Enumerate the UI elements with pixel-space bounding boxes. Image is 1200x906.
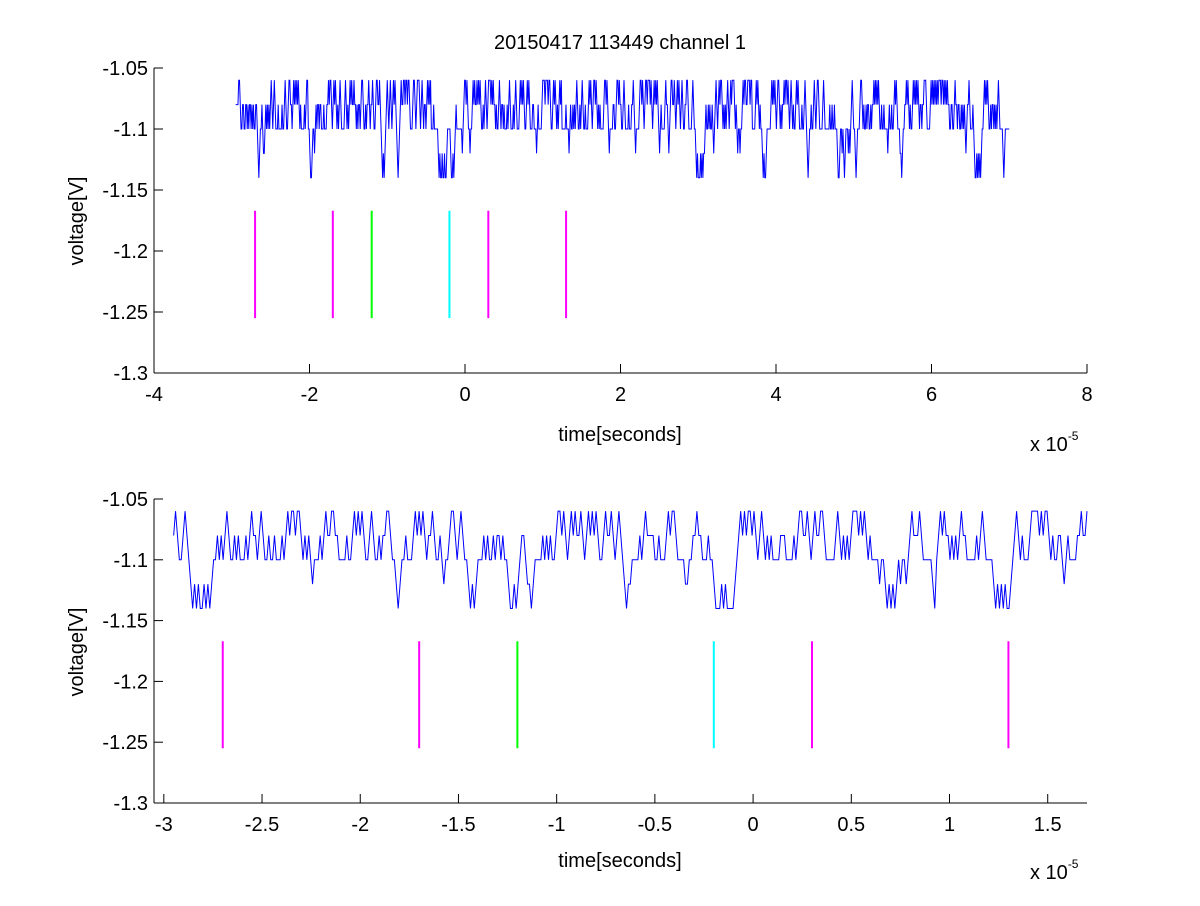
top-axes: -4 -2 0 2 4 6 8 -1.05 -1.1 -1.15 -1.2 -1.25 -1.3 <box>102 58 1092 406</box>
top-x-multiplier-exponent: -5 <box>1068 429 1079 443</box>
top-x-multiplier: x 10-5 <box>1030 429 1079 456</box>
top-x-tick-label: 2 <box>615 384 626 406</box>
top-x-multiplier-base: x 10 <box>1030 434 1068 456</box>
top-x-tick-label: -2 <box>301 384 319 406</box>
bottom-xlabel: time[seconds] <box>558 850 681 872</box>
bottom-y-tick-label: -1.05 <box>102 489 148 511</box>
bottom-y-tick-label: -1.2 <box>114 671 148 693</box>
bottom-x-multiplier-base: x 10 <box>1030 862 1068 884</box>
bottom-x-tick-label: 1.5 <box>1034 814 1062 836</box>
bottom-y-tick-label: -1.1 <box>114 550 148 572</box>
top-y-tick-label: -1.25 <box>102 302 148 324</box>
top-y-tick-label: -1.15 <box>102 180 148 202</box>
top-voltage-trace <box>235 79 1010 179</box>
top-trace-layer <box>235 79 1010 179</box>
bottom-x-multiplier: x 10-5 <box>1030 857 1079 884</box>
top-y-tick-label: -1.1 <box>114 119 148 141</box>
bottom-ylabel: voltage[V] <box>66 608 88 697</box>
chart-title: 20150417 113449 channel 1 <box>494 32 746 54</box>
bottom-marker-layer <box>221 641 1010 749</box>
top-y-tick-label: -1.2 <box>114 241 148 263</box>
bottom-x-tick-label: -2.5 <box>245 814 279 836</box>
top-xlabel: time[seconds] <box>558 424 681 446</box>
bottom-trace-layer <box>173 510 1088 609</box>
bottom-y-tick-label: -1.3 <box>114 793 148 815</box>
bottom-x-tick-label: -3 <box>155 814 173 836</box>
bottom-y-tick-label: -1.25 <box>102 732 148 754</box>
panel-bottom: -3 -2.5 -2 -1.5 -1 -0.5 0 0.5 1 1.5 -1.05 -1.1 -1.15… <box>66 489 1088 884</box>
bottom-x-tick-label: 0 <box>748 814 759 836</box>
top-ylabel: voltage[V] <box>66 177 88 266</box>
bottom-axes: -3 -2.5 -2 -1.5 -1 -0.5 0 0.5 1 1.5 -1.05 -1.1 -1.15… <box>102 489 1087 836</box>
top-x-tick-label: 8 <box>1081 384 1092 406</box>
bottom-x-tick-label: -2 <box>351 814 369 836</box>
bottom-x-tick-label: -1 <box>548 814 566 836</box>
top-x-tick-label: 0 <box>459 384 470 406</box>
top-x-tick-label: 6 <box>926 384 937 406</box>
bottom-voltage-trace <box>173 510 1088 609</box>
bottom-x-tick-label: -0.5 <box>638 814 672 836</box>
bottom-y-tick-label: -1.15 <box>102 611 148 633</box>
top-y-tick-label: -1.3 <box>114 363 148 385</box>
bottom-x-tick-label: 0.5 <box>837 814 865 836</box>
panel-top: -4 -2 0 2 4 6 8 -1.05 -1.1 -1.15 -1.2 -1.25 -1.3 tim… <box>66 58 1093 456</box>
bottom-x-tick-label: -1.5 <box>441 814 475 836</box>
bottom-x-tick-label: 1 <box>944 814 955 836</box>
top-marker-layer <box>254 210 568 319</box>
bottom-x-multiplier-exponent: -5 <box>1068 857 1079 871</box>
top-x-tick-label: -4 <box>145 384 163 406</box>
top-y-tick-label: -1.05 <box>102 58 148 80</box>
top-x-tick-label: 4 <box>770 384 781 406</box>
